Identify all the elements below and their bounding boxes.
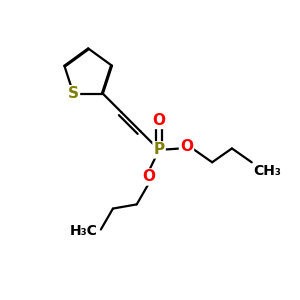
Text: O: O xyxy=(153,113,166,128)
Text: H₃C: H₃C xyxy=(70,224,98,238)
Text: O: O xyxy=(180,140,193,154)
Text: S: S xyxy=(68,86,79,101)
Text: CH₃: CH₃ xyxy=(253,164,281,178)
Text: O: O xyxy=(142,169,155,184)
Text: P: P xyxy=(154,142,165,158)
